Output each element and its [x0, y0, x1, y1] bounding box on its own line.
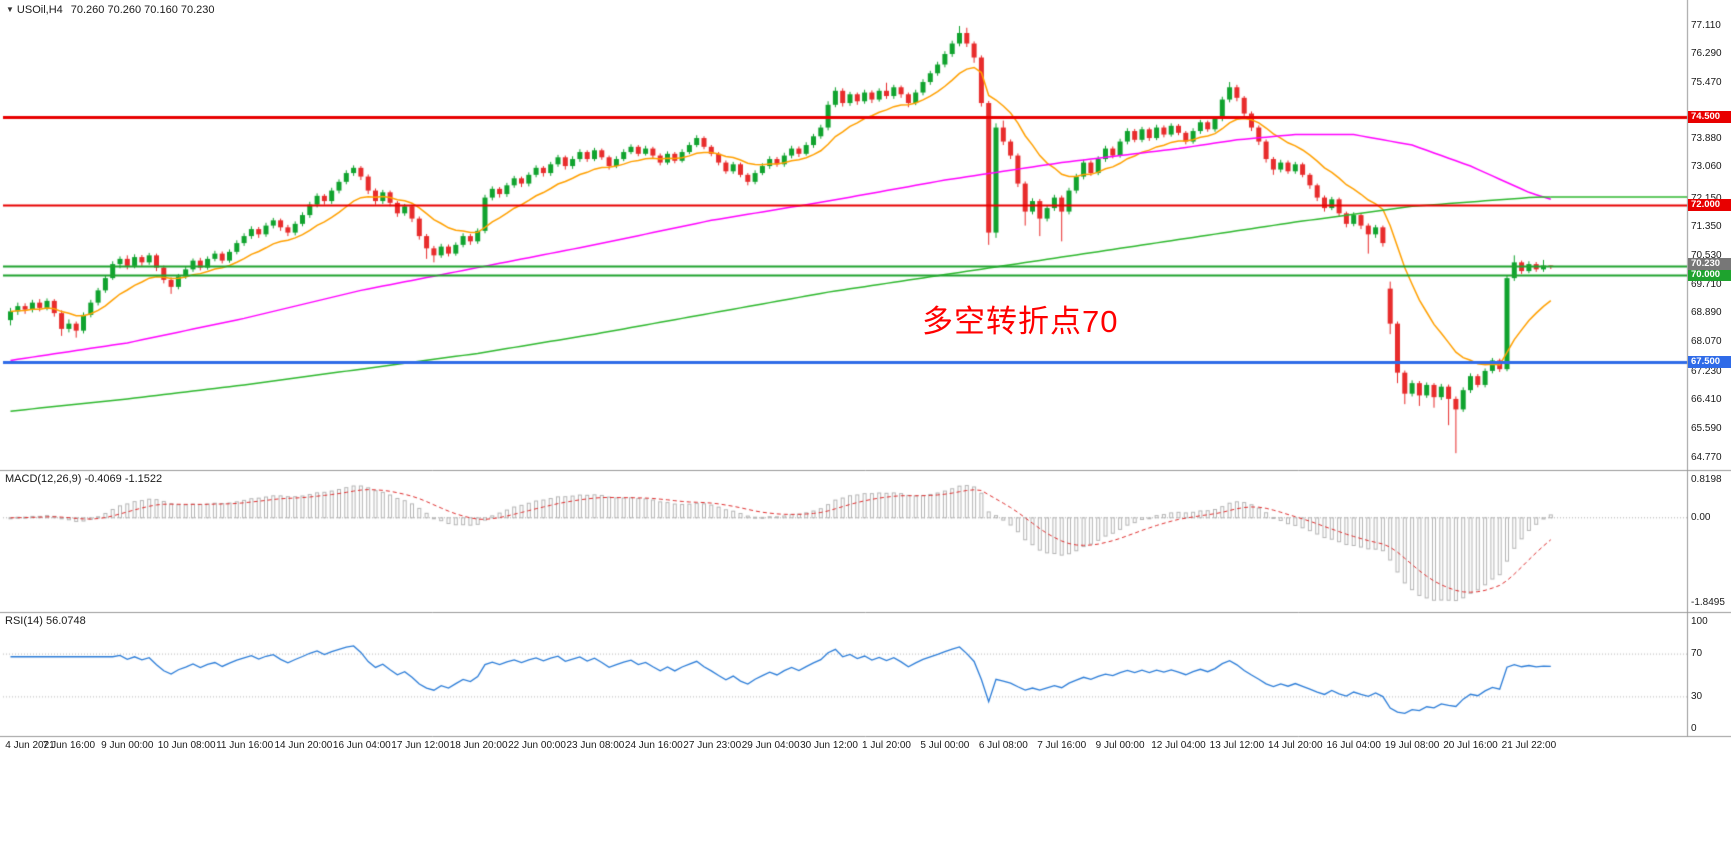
trading-chart-window: ▼ USOil,H4 70.260 70.260 70.160 70.230 MAC… [0, 0, 1731, 841]
price-chart-canvas[interactable] [0, 0, 1731, 841]
